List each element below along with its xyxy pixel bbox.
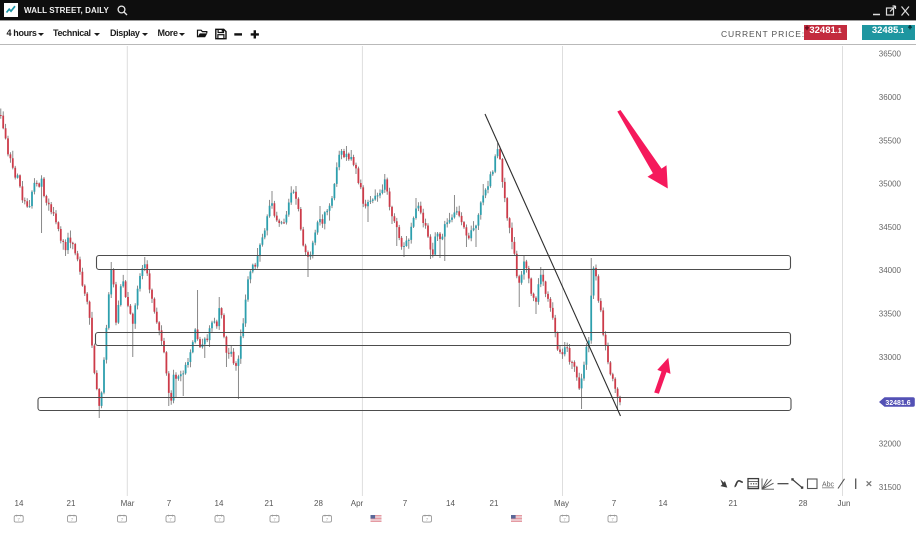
svg-text:14: 14 (15, 499, 24, 508)
svg-text:Apr: Apr (351, 499, 364, 508)
svg-text:7: 7 (273, 517, 276, 522)
svg-text:21: 21 (67, 499, 76, 508)
svg-text:21: 21 (490, 499, 499, 508)
svg-text:7: 7 (218, 517, 221, 522)
svg-text:May: May (554, 499, 569, 508)
svg-text:21: 21 (265, 499, 274, 508)
svg-text:36000: 36000 (879, 93, 902, 102)
svg-text:32000: 32000 (879, 440, 902, 449)
svg-text:7: 7 (403, 499, 408, 508)
svg-text:7: 7 (326, 517, 329, 522)
svg-text:34000: 34000 (879, 266, 902, 275)
svg-text:32481.6: 32481.6 (885, 400, 910, 407)
svg-text:28: 28 (799, 499, 808, 508)
svg-text:21: 21 (729, 499, 738, 508)
svg-text:34500: 34500 (879, 223, 902, 232)
svg-text:31500: 31500 (879, 483, 902, 492)
svg-text:33000: 33000 (879, 353, 902, 362)
svg-text:Mar: Mar (121, 499, 135, 508)
svg-text:35000: 35000 (879, 180, 902, 189)
svg-text:33500: 33500 (879, 310, 902, 319)
svg-text:7: 7 (71, 517, 74, 522)
svg-text:14: 14 (659, 499, 668, 508)
svg-text:28: 28 (314, 499, 323, 508)
svg-text:Abc: Abc (822, 482, 835, 489)
svg-text:7: 7 (611, 517, 614, 522)
svg-text:35500: 35500 (879, 136, 902, 145)
svg-text:Jun: Jun (838, 499, 851, 508)
svg-text:14: 14 (446, 499, 455, 508)
svg-text:7: 7 (426, 517, 429, 522)
svg-text:36500: 36500 (879, 50, 902, 59)
svg-text:7: 7 (563, 517, 566, 522)
svg-text:7: 7 (169, 517, 172, 522)
svg-text:7: 7 (612, 499, 617, 508)
svg-text:7: 7 (121, 517, 124, 522)
svg-text:14: 14 (215, 499, 224, 508)
svg-text:7: 7 (167, 499, 172, 508)
svg-text:7: 7 (17, 517, 20, 522)
